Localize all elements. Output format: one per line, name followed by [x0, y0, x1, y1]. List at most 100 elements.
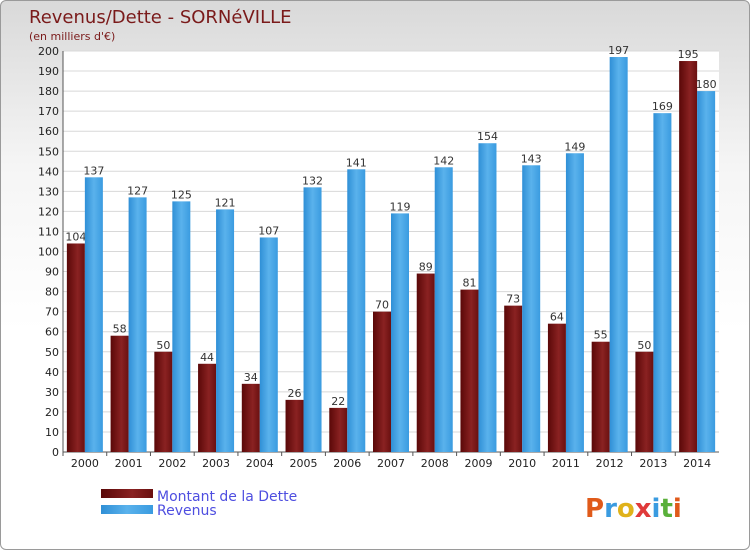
y-tick-label: 160: [38, 125, 59, 138]
data-label: 22: [331, 395, 345, 408]
bar-revenus: [609, 57, 628, 452]
y-tick-label: 80: [45, 286, 59, 299]
data-label: 58: [113, 323, 127, 336]
y-tick-label: 180: [38, 85, 59, 98]
chart-subtitle: (en milliers d'€): [29, 30, 115, 43]
y-tick-label: 110: [38, 225, 59, 238]
legend-swatch-revenus: [101, 505, 153, 514]
data-label: 141: [346, 156, 367, 169]
y-tick-label: 90: [45, 266, 59, 279]
proxiti-logo: Proxiti: [585, 494, 682, 524]
bar-dette: [241, 383, 260, 452]
bar-revenus: [565, 153, 584, 452]
bar-dette: [635, 351, 654, 452]
bar-dette: [110, 335, 129, 452]
bar-dette: [373, 311, 391, 452]
x-tick-label: 2009: [464, 457, 492, 470]
data-label: 154: [477, 130, 498, 143]
y-tick-label: 70: [45, 306, 59, 319]
data-label: 73: [506, 293, 520, 306]
data-label: 50: [637, 339, 651, 352]
y-tick-label: 140: [38, 165, 59, 178]
x-tick-label: 2002: [158, 457, 186, 470]
y-tick-label: 20: [45, 406, 59, 419]
x-tick-label: 2008: [421, 457, 449, 470]
bar-revenus: [84, 177, 103, 452]
x-tick-label: 2012: [596, 457, 624, 470]
bar-dette: [329, 407, 348, 452]
y-tick-label: 0: [52, 446, 59, 459]
bar-dette: [591, 341, 610, 452]
x-tick-label: 2010: [508, 457, 536, 470]
chart-title: Revenus/Dette - SORNéVILLE: [29, 7, 292, 28]
bar-revenus: [259, 237, 278, 452]
data-label: 169: [652, 100, 673, 113]
data-label: 44: [200, 351, 214, 364]
data-label: 70: [375, 299, 389, 312]
bar-dette: [504, 305, 523, 452]
data-label: 121: [215, 196, 236, 209]
data-label: 89: [419, 261, 433, 274]
data-label: 104: [65, 230, 86, 243]
bar-dette: [679, 61, 698, 453]
data-label: 127: [127, 184, 148, 197]
data-label: 197: [608, 44, 629, 57]
x-tick-label: 2006: [333, 457, 361, 470]
x-tick-label: 2013: [639, 457, 667, 470]
bar-revenus: [128, 197, 147, 452]
bar-dette: [198, 363, 217, 452]
bar-revenus: [347, 169, 366, 453]
data-label: 55: [594, 329, 608, 342]
x-axis-ticks: 2000 2001 2002 2003 2004 2005 2006 2007 2008 2009…: [62, 452, 711, 470]
data-label: 81: [462, 277, 476, 290]
y-tick-label: 170: [38, 105, 59, 118]
bar-dette: [547, 323, 566, 452]
bar-revenus: [434, 167, 453, 453]
x-tick-label: 2014: [683, 457, 711, 470]
bar-dette: [416, 273, 435, 452]
y-tick-label: 150: [38, 145, 59, 158]
bar-revenus: [172, 201, 191, 452]
bar-revenus: [303, 187, 322, 452]
y-tick-label: 190: [38, 65, 59, 78]
y-tick-label: 200: [38, 45, 59, 58]
y-tick-label: 10: [45, 426, 59, 439]
data-label: 137: [83, 164, 104, 177]
data-label: 143: [521, 152, 542, 165]
legend-label-revenus: Revenus: [157, 503, 217, 519]
y-tick-label: 40: [45, 366, 59, 379]
bar-revenus: [391, 213, 409, 452]
bar-revenus: [522, 165, 541, 452]
bar-dette: [285, 399, 304, 452]
bar-revenus: [478, 143, 497, 453]
data-label: 142: [433, 154, 454, 167]
y-tick-label: 30: [45, 386, 59, 399]
data-label: 119: [390, 200, 411, 213]
bar-revenus: [697, 91, 716, 452]
bar-dette: [154, 351, 173, 452]
data-label: 26: [288, 387, 302, 400]
data-label: 149: [564, 140, 585, 153]
y-tick-label: 120: [38, 205, 59, 218]
bar-revenus: [216, 209, 235, 452]
bar-dette: [66, 243, 85, 452]
legend-label-debt: Montant de la Dette: [157, 489, 297, 505]
x-tick-label: 2011: [552, 457, 580, 470]
x-tick-label: 2007: [377, 457, 405, 470]
bar-revenus: [653, 113, 672, 452]
data-label: 107: [258, 224, 279, 237]
x-tick-label: 2005: [290, 457, 318, 470]
legend-swatch-debt: [101, 489, 153, 498]
data-label: 180: [696, 78, 717, 91]
y-tick-label: 50: [45, 346, 59, 359]
x-tick-label: 2001: [115, 457, 143, 470]
data-label: 64: [550, 311, 564, 324]
data-label: 132: [302, 174, 323, 187]
data-label: 195: [678, 48, 699, 61]
data-label: 34: [244, 371, 258, 384]
data-label: 125: [171, 188, 192, 201]
bar-dette: [460, 289, 479, 452]
y-tick-label: 100: [38, 246, 59, 259]
